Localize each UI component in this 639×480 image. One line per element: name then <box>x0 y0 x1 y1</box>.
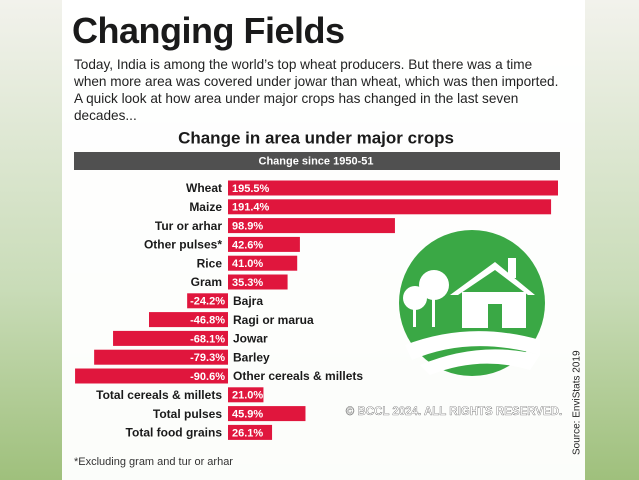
farm-icon <box>399 230 545 376</box>
value-label: 41.0% <box>232 258 263 270</box>
bar <box>113 330 228 346</box>
bar <box>228 255 298 271</box>
value-label: 191.4% <box>232 202 270 214</box>
category-label: Total food grains <box>126 426 223 440</box>
value-label: 195.5% <box>232 183 270 195</box>
subtitle-band <box>74 152 560 170</box>
category-label: Total pulses <box>153 407 222 421</box>
category-label: Other pulses* <box>144 238 222 252</box>
bar <box>228 274 288 290</box>
value-label: -68.1% <box>190 333 225 345</box>
bar <box>228 199 552 215</box>
bar <box>228 424 273 440</box>
bar <box>228 180 558 196</box>
source: Source: EnviStats 2019 <box>572 350 583 455</box>
bar <box>228 218 395 234</box>
category-label: Rice <box>197 256 223 270</box>
value-label: 35.3% <box>232 277 263 289</box>
value-label: 98.9% <box>232 221 263 233</box>
value-label: -46.8% <box>190 315 225 327</box>
category-label: Tur or arhar <box>155 219 222 233</box>
chart-subtitle: Change since 1950-51 <box>259 155 374 167</box>
headline: Changing Fields <box>72 10 345 51</box>
bar <box>149 312 228 328</box>
value-label: 45.9% <box>232 409 263 421</box>
category-label: Ragi or marua <box>233 313 314 327</box>
value-label: 42.6% <box>232 239 263 251</box>
category-label: Bajra <box>233 294 263 308</box>
category-label: Barley <box>233 350 270 364</box>
category-label: Gram <box>191 275 222 289</box>
bar <box>94 349 228 365</box>
category-label: Maize <box>189 200 222 214</box>
bar <box>228 236 300 252</box>
bar <box>228 387 264 403</box>
value-label: -24.2% <box>190 296 225 308</box>
bar <box>228 406 306 422</box>
value-label: -90.6% <box>190 371 225 383</box>
value-label: -79.3% <box>190 352 225 364</box>
category-label: Other cereals & millets <box>233 369 363 383</box>
bar <box>187 293 228 309</box>
bar <box>75 368 228 384</box>
watermark: © BCCL 2024. ALL RIGHTS RESERVED. <box>346 406 562 418</box>
footnote: *Excluding gram and tur or arhar <box>74 456 233 468</box>
category-label: Wheat <box>186 181 222 195</box>
category-label: Total cereals & millets <box>96 388 222 402</box>
category-label: Jowar <box>233 332 268 346</box>
chart-title: Change in area under major crops <box>178 128 454 147</box>
value-label: 21.0% <box>232 390 263 402</box>
value-label: 26.1% <box>232 427 263 439</box>
intro-text: Today, India is among the world’s top wh… <box>74 57 559 123</box>
